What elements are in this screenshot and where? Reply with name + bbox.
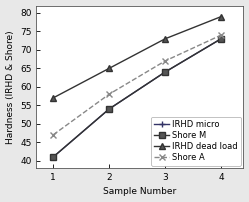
- Line: Shore A: Shore A: [51, 32, 224, 138]
- IRHD micro: [164, 71, 167, 73]
- Shore M: [108, 108, 111, 110]
- Shore A: [164, 60, 167, 62]
- IRHD micro: [220, 38, 223, 40]
- Line: IRHD micro: IRHD micro: [51, 36, 224, 160]
- IRHD micro: [108, 108, 111, 110]
- Shore M: [220, 38, 223, 40]
- Shore A: [220, 34, 223, 36]
- IRHD dead load: [108, 67, 111, 69]
- IRHD dead load: [164, 38, 167, 40]
- IRHD dead load: [52, 97, 55, 99]
- Shore M: [164, 71, 167, 73]
- Shore A: [108, 93, 111, 95]
- Y-axis label: Hardness (IRHD & Shore): Hardness (IRHD & Shore): [5, 30, 14, 144]
- Line: Shore M: Shore M: [51, 36, 224, 160]
- IRHD dead load: [220, 15, 223, 18]
- Shore A: [52, 134, 55, 136]
- IRHD micro: [52, 156, 55, 158]
- Shore M: [52, 156, 55, 158]
- X-axis label: Sample Number: Sample Number: [103, 187, 177, 196]
- Legend: IRHD micro, Shore M, IRHD dead load, Shore A: IRHD micro, Shore M, IRHD dead load, Sho…: [151, 117, 241, 165]
- Line: IRHD dead load: IRHD dead load: [51, 14, 224, 101]
